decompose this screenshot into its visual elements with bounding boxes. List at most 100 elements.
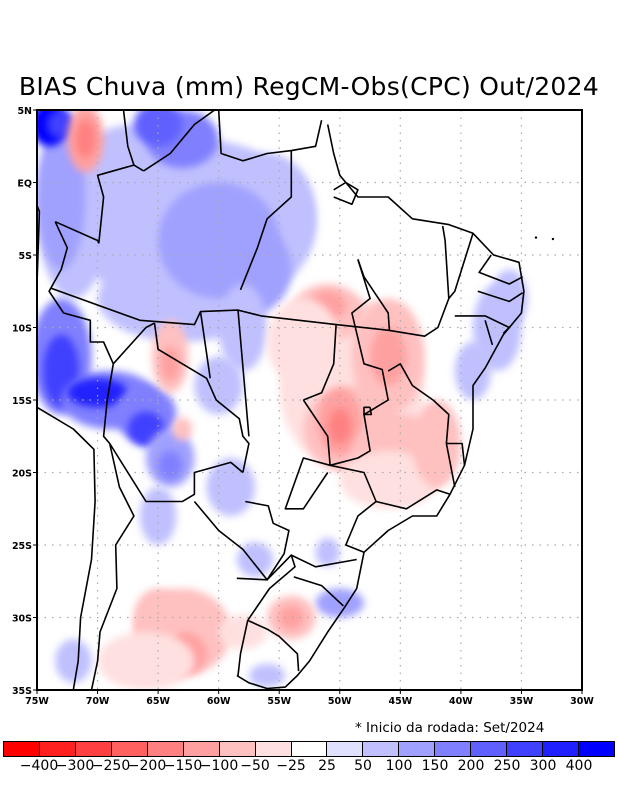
colorbar: [3, 741, 615, 757]
political-borders: [37, 110, 555, 690]
border-line: [478, 254, 524, 285]
lon-tick-label: 65W: [146, 696, 170, 707]
colorbar-label: −100: [199, 758, 239, 774]
lon-tick-label: 50W: [328, 696, 352, 707]
colorbar-label: −25: [276, 758, 306, 774]
colorbar-swatch: [363, 742, 400, 756]
positive-bias-region: [454, 342, 492, 400]
border-line: [193, 500, 290, 581]
positive-bias-region: [194, 356, 243, 415]
border-line: [357, 225, 450, 337]
border-line: [199, 311, 211, 379]
colorbar-swatch: [399, 742, 436, 756]
positive-bias-region: [133, 110, 183, 147]
colorbar-swatch: [435, 742, 472, 756]
lon-tick-label: 45W: [388, 696, 412, 707]
colorbar-swatch: [219, 742, 256, 756]
lat-tick-label: 25S: [12, 541, 32, 552]
border-line: [329, 464, 451, 510]
border-line: [96, 164, 145, 244]
border-line: [303, 324, 337, 401]
positive-bias-region: [55, 639, 92, 683]
lat-tick-label: 20S: [12, 469, 32, 480]
lon-tick-label: 30W: [570, 696, 594, 707]
lon-axis: 75W 70W 65W 60W 55W 50W 45W 40W 35W 30W: [25, 690, 594, 707]
border-line: [51, 287, 390, 332]
border-line: [153, 322, 250, 473]
border-line: [217, 110, 323, 162]
border-line: [37, 203, 41, 285]
border-line: [448, 233, 474, 300]
positive-bias-region: [158, 450, 183, 480]
border-line: [477, 290, 524, 303]
lon-tick-label: 35W: [510, 696, 534, 707]
colorbar-label: 200: [457, 758, 485, 774]
run-start-note: * Inicio da rodada: Set/2024: [355, 720, 545, 736]
chart-title: BIAS Chuva (mm) RegCM-Obs(CPC) Out/2024: [18, 72, 600, 101]
border-line: [143, 110, 217, 172]
lat-tick-label: 30S: [12, 614, 32, 625]
border-line: [333, 181, 359, 206]
colorbar-label: 250: [493, 758, 521, 774]
colorbar-label: −400: [19, 758, 59, 774]
colorbar-swatch: [543, 742, 579, 756]
border-line: [387, 363, 466, 466]
border-line: [37, 406, 96, 690]
colorbar-swatch: [111, 742, 148, 756]
colorbar-label: 50: [354, 758, 372, 774]
border-line: [237, 310, 250, 437]
colorbar-label: −250: [91, 758, 131, 774]
border-line: [112, 322, 155, 365]
colorbar-swatch: [255, 742, 292, 756]
border-line: [363, 406, 373, 416]
colorbar-label: −300: [55, 758, 95, 774]
lat-tick-label: 5N: [17, 106, 32, 117]
negative-bias-region: [75, 120, 96, 158]
negative-bias-region: [370, 327, 407, 386]
colorbar-swatch: [579, 742, 614, 756]
lat-axis: 5N EQ 5S 10S 15S 20S 25S 30S 35S: [12, 106, 37, 697]
colorbar-label: −50: [240, 758, 270, 774]
colorbar-label: −200: [127, 758, 167, 774]
lon-tick-label: 55W: [267, 696, 291, 707]
colorbar-swatch: [147, 742, 184, 756]
border-line: [247, 619, 300, 672]
colorbar-swatch: [507, 742, 544, 756]
lon-tick-label: 70W: [86, 696, 110, 707]
border-line: [345, 500, 377, 554]
colorbar-label: 400: [565, 758, 593, 774]
negative-bias-region: [97, 632, 195, 690]
border-line: [122, 110, 135, 166]
colorbar-label: 300: [529, 758, 557, 774]
negative-bias-region: [279, 605, 304, 630]
border-line: [239, 150, 293, 291]
colorbar-label: −150: [163, 758, 203, 774]
colorbar-swatch: [327, 742, 364, 756]
border-line: [236, 124, 525, 690]
colorbar-swatch: [471, 742, 508, 756]
colorbar-swatch: [39, 742, 76, 756]
lat-tick-label: 35S: [12, 686, 32, 697]
colorbar-label: 25: [318, 758, 336, 774]
colorbar-swatch: [75, 742, 112, 756]
border-line: [109, 443, 244, 503]
lat-tick-label: 10S: [12, 324, 32, 335]
border-line: [293, 576, 344, 607]
border-line: [48, 221, 115, 445]
border-line: [484, 320, 494, 346]
border-line: [236, 554, 296, 621]
lon-tick-label: 60W: [207, 696, 231, 707]
colorbar-label: 150: [421, 758, 449, 774]
lat-tick-label: 5S: [19, 251, 33, 262]
colorbar-swatch: [4, 742, 40, 756]
border-line: [237, 620, 249, 676]
border-line: [90, 443, 135, 690]
colorbar-label: 100: [385, 758, 413, 774]
island-marker: [534, 236, 538, 239]
negative-bias-region: [339, 450, 437, 509]
border-line: [329, 259, 389, 467]
island-marker: [551, 237, 555, 241]
colorbar-swatch: [291, 742, 328, 756]
lon-tick-label: 75W: [25, 696, 49, 707]
